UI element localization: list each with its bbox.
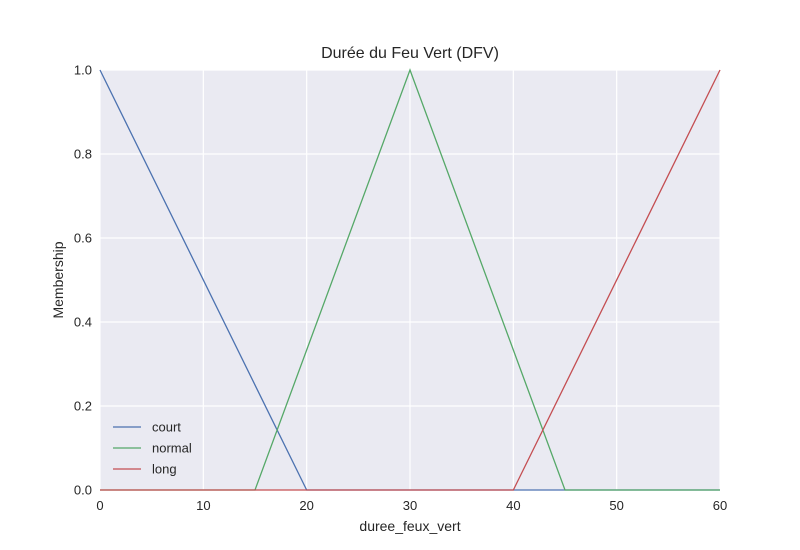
x-tick-label: 40 — [506, 498, 520, 513]
y-tick-label: 0.2 — [74, 399, 92, 414]
legend-label-long: long — [152, 462, 177, 477]
chart-title: Durée du Feu Vert (DFV) — [321, 45, 499, 62]
y-axis-ticks: 0.0 0.2 0.4 0.6 0.8 1.0 — [74, 63, 92, 498]
y-tick-label: 0.4 — [74, 315, 92, 330]
series-line-long — [100, 69, 721, 491]
y-tick-label: 0.6 — [74, 231, 92, 246]
x-tick-label: 60 — [713, 498, 727, 513]
y-tick-label: 1.0 — [74, 63, 92, 78]
x-tick-label: 20 — [299, 498, 313, 513]
y-tick-label: 0.0 — [74, 483, 92, 498]
legend-label-normal: normal — [152, 441, 192, 456]
series-lines — [99, 68, 721, 491]
x-axis-label: duree_feux_vert — [359, 518, 460, 534]
x-tick-label: 0 — [96, 498, 103, 513]
y-tick-label: 0.8 — [74, 147, 92, 162]
legend: court normal long — [113, 420, 192, 477]
legend-label-court: court — [152, 420, 181, 435]
y-axis-label: Membership — [50, 241, 66, 318]
x-axis-ticks: 0 10 20 30 40 50 60 — [96, 498, 727, 513]
x-tick-label: 30 — [403, 498, 417, 513]
x-tick-label: 10 — [196, 498, 210, 513]
x-tick-label: 50 — [609, 498, 623, 513]
